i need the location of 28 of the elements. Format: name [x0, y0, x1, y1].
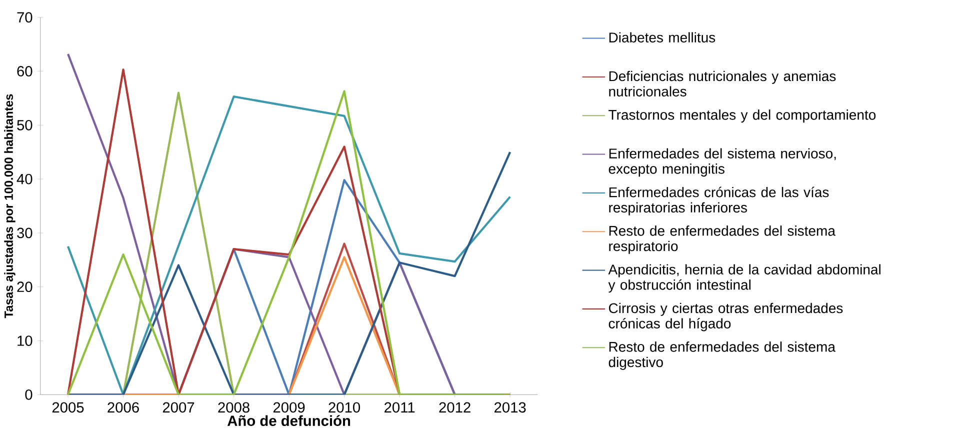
x-tick-label: 2006 [108, 402, 139, 413]
y-tick-label: 10 [18, 336, 32, 346]
x-tick-label: 2011 [384, 402, 415, 413]
y-tick-label: 30 [17, 228, 32, 238]
x-tick-label: 2012 [439, 402, 470, 413]
y-axis-title: Tasas ajustadas por 100.000 habitantes [4, 94, 16, 318]
legend-label: Deficiencias nutricionales y anemias nutricionales [609, 70, 836, 96]
legend-label: Resto de enfermedades del sistema respiratorio [609, 226, 836, 254]
legend-label: Cirrosis y ciertas otras enfermedades crónicas del hígado [608, 302, 843, 332]
legend-label: Diabetes mellitus [609, 32, 716, 42]
x-axis-title: Año de defunción [227, 415, 350, 426]
x-tick-label: 2007 [162, 402, 194, 413]
y-tick-label: 50 [17, 120, 32, 130]
legend-label: Trastornos mentales y del comportamiento [608, 110, 876, 123]
y-tick-label: 70 [17, 12, 32, 23]
legend-label: Resto de enfermedades del sistema digestivo [608, 342, 836, 370]
x-tick-label: 2008 [218, 402, 250, 413]
y-tick-label: 60 [17, 66, 32, 76]
y-tick-label: 40 [16, 174, 32, 184]
y-tick-label: 0 [25, 389, 32, 400]
x-tick-label: 2010 [328, 402, 360, 413]
legend-label: Enfermedades crónicas de las vías respiratorias inferiores [609, 186, 829, 216]
x-tick-label: 2009 [273, 402, 305, 413]
legend-label: Enfermedades del sistema nervioso, excepto meningitis [608, 148, 836, 177]
x-tick-label: 2005 [52, 402, 84, 413]
x-tick-label: 2013 [494, 402, 526, 413]
legend-label: Apendicitis, hernia de la cavidad abdominal y obstrucción intestinal [608, 264, 880, 293]
y-tick-label: 20 [17, 282, 32, 292]
